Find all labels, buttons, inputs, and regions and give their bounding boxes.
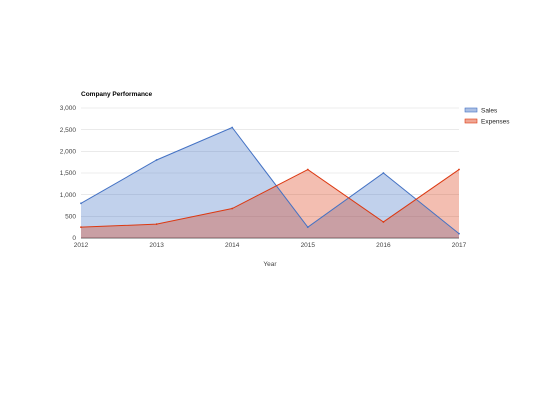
legend-label-sales: Sales bbox=[481, 107, 498, 114]
x-tick-label: 2012 bbox=[74, 242, 89, 249]
data-point-sales-2013 bbox=[155, 159, 158, 161]
legend: Sales Expenses bbox=[464, 107, 510, 125]
x-tick-label: 2013 bbox=[149, 242, 164, 249]
data-point-sales-2012 bbox=[80, 202, 82, 205]
series-areas bbox=[81, 127, 459, 238]
legend-swatch-expenses bbox=[464, 118, 478, 124]
data-point-sales-2014 bbox=[231, 126, 234, 129]
y-tick-label: 2,000 bbox=[60, 149, 77, 156]
x-axis: 2012 2013 2014 2015 2016 2017 bbox=[74, 242, 467, 249]
data-point-sales-2016 bbox=[382, 172, 385, 174]
y-tick-label: 3,000 bbox=[60, 105, 77, 112]
data-point-sales-2017 bbox=[458, 232, 460, 235]
series-line-expenses bbox=[80, 168, 460, 228]
x-tick-label: 2017 bbox=[452, 242, 467, 249]
y-tick-label: 0 bbox=[72, 235, 76, 242]
series-lines bbox=[80, 126, 460, 235]
data-point-sales-2015 bbox=[306, 226, 309, 229]
legend-swatch-sales bbox=[464, 107, 478, 113]
y-tick-label: 500 bbox=[65, 214, 76, 221]
y-tick-label: 1,000 bbox=[60, 192, 77, 199]
data-point-expenses-2013 bbox=[155, 223, 158, 226]
x-tick-label: 2014 bbox=[225, 242, 240, 249]
series-line-sales bbox=[80, 126, 460, 235]
x-axis-label: Year bbox=[263, 261, 277, 268]
data-point-expenses-2017 bbox=[458, 168, 460, 171]
data-point-expenses-2016 bbox=[382, 221, 385, 223]
x-tick-label: 2016 bbox=[376, 242, 391, 249]
legend-label-expenses: Expenses bbox=[481, 118, 510, 125]
data-point-expenses-2014 bbox=[231, 207, 234, 210]
y-axis: 0 500 1,000 1,500 2,000 2,500 3,000 bbox=[60, 105, 77, 242]
data-point-expenses-2012 bbox=[80, 226, 82, 229]
series-area-sales bbox=[81, 127, 459, 238]
grid-lines bbox=[81, 107, 459, 239]
data-point-expenses-2015 bbox=[306, 168, 309, 171]
series-area-expenses bbox=[81, 169, 459, 238]
x-tick-label: 2015 bbox=[301, 242, 316, 249]
y-tick-label: 1,500 bbox=[60, 170, 77, 177]
chart-title: Company Performance bbox=[81, 91, 153, 98]
y-tick-label: 2,500 bbox=[60, 127, 77, 134]
